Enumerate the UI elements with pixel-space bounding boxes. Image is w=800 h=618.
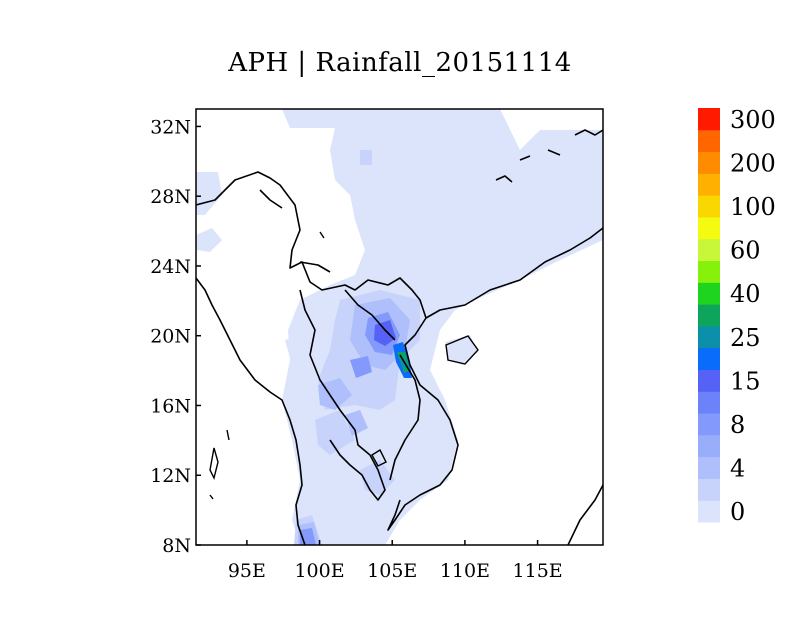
colorbar-label: 25 [730, 324, 761, 352]
colorbar-segment [698, 391, 720, 414]
colorbar-segment [698, 478, 720, 501]
lat-tick-label: 12N [150, 465, 191, 487]
lon-tick-label: 105E [367, 560, 417, 582]
colorbar: 0 4 8 15 25 40 60 100 200 300 [698, 106, 776, 526]
colorbar-segment [698, 347, 720, 370]
colorbar-segment [698, 500, 720, 523]
lat-tick-label: 28N [150, 186, 191, 208]
colorbar-label: 8 [730, 411, 745, 439]
plot-frame [195, 108, 604, 546]
lat-tick-label: 8N [162, 535, 191, 557]
colorbar-segment [698, 108, 720, 131]
colorbar-segment [698, 238, 720, 262]
lat-tick-label: 24N [150, 256, 191, 278]
colorbar-segment [698, 151, 720, 174]
colorbar-segment [698, 282, 720, 305]
lon-tick-label: 95E [228, 560, 266, 582]
colorbar-segment [698, 434, 720, 458]
latitude-axis: 32N 28N 24N 20N 16N 12N 8N [150, 116, 201, 557]
map-title: APH | Rainfall_20151114 [228, 48, 572, 78]
colorbar-label: 15 [730, 367, 761, 395]
colorbar-label: 0 [730, 498, 745, 526]
lon-tick-label: 115E [513, 560, 563, 582]
plot-area [196, 109, 603, 545]
lon-tick-label: 100E [294, 560, 344, 582]
colorbar-segment [698, 260, 720, 283]
lon-tick-label: 110E [440, 560, 490, 582]
coastlines [196, 129, 603, 545]
colorbar-segment [698, 216, 720, 240]
colorbar-segment [698, 456, 720, 479]
lat-tick-label: 20N [150, 326, 191, 348]
colorbar-label: 200 [730, 149, 776, 177]
colorbar-segment [698, 413, 720, 436]
colorbar-segment [698, 325, 720, 349]
colorbar-segment [698, 173, 720, 196]
colorbar-label: 100 [730, 193, 776, 221]
colorbar-label: 300 [730, 106, 776, 134]
longitude-axis: 95E 100E 105E 110E 115E [228, 540, 563, 582]
colorbar-segment [698, 129, 720, 153]
colorbar-label: 4 [730, 455, 745, 483]
colorbar-segment [698, 304, 720, 327]
colorbar-label: 40 [730, 280, 761, 308]
colorbar-segment [698, 195, 720, 218]
rain-shading-5 [374, 320, 396, 346]
lat-tick-label: 32N [150, 116, 191, 138]
lat-tick-label: 16N [150, 395, 191, 417]
islands [209, 231, 479, 500]
colorbar-label: 60 [730, 237, 761, 265]
colorbar-segment [698, 369, 720, 392]
